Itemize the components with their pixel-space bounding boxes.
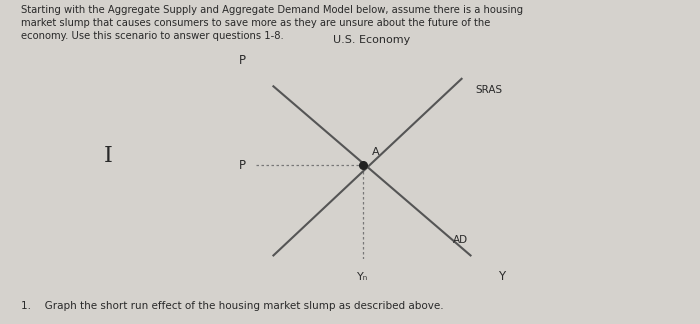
- Text: Starting with the Aggregate Supply and Aggregate Demand Model below, assume ther: Starting with the Aggregate Supply and A…: [21, 5, 523, 41]
- Text: 1.  Graph the short run effect of the housing market slump as described above.: 1. Graph the short run effect of the hou…: [21, 301, 444, 311]
- Text: P: P: [239, 159, 246, 172]
- Text: AD: AD: [453, 236, 468, 245]
- Text: SRAS: SRAS: [475, 85, 502, 95]
- Text: Y: Y: [498, 271, 505, 284]
- Text: A: A: [372, 147, 379, 157]
- Text: P: P: [239, 53, 246, 66]
- Text: I: I: [104, 145, 113, 167]
- Text: Yₙ: Yₙ: [358, 272, 369, 282]
- Text: U.S. Economy: U.S. Economy: [333, 35, 411, 45]
